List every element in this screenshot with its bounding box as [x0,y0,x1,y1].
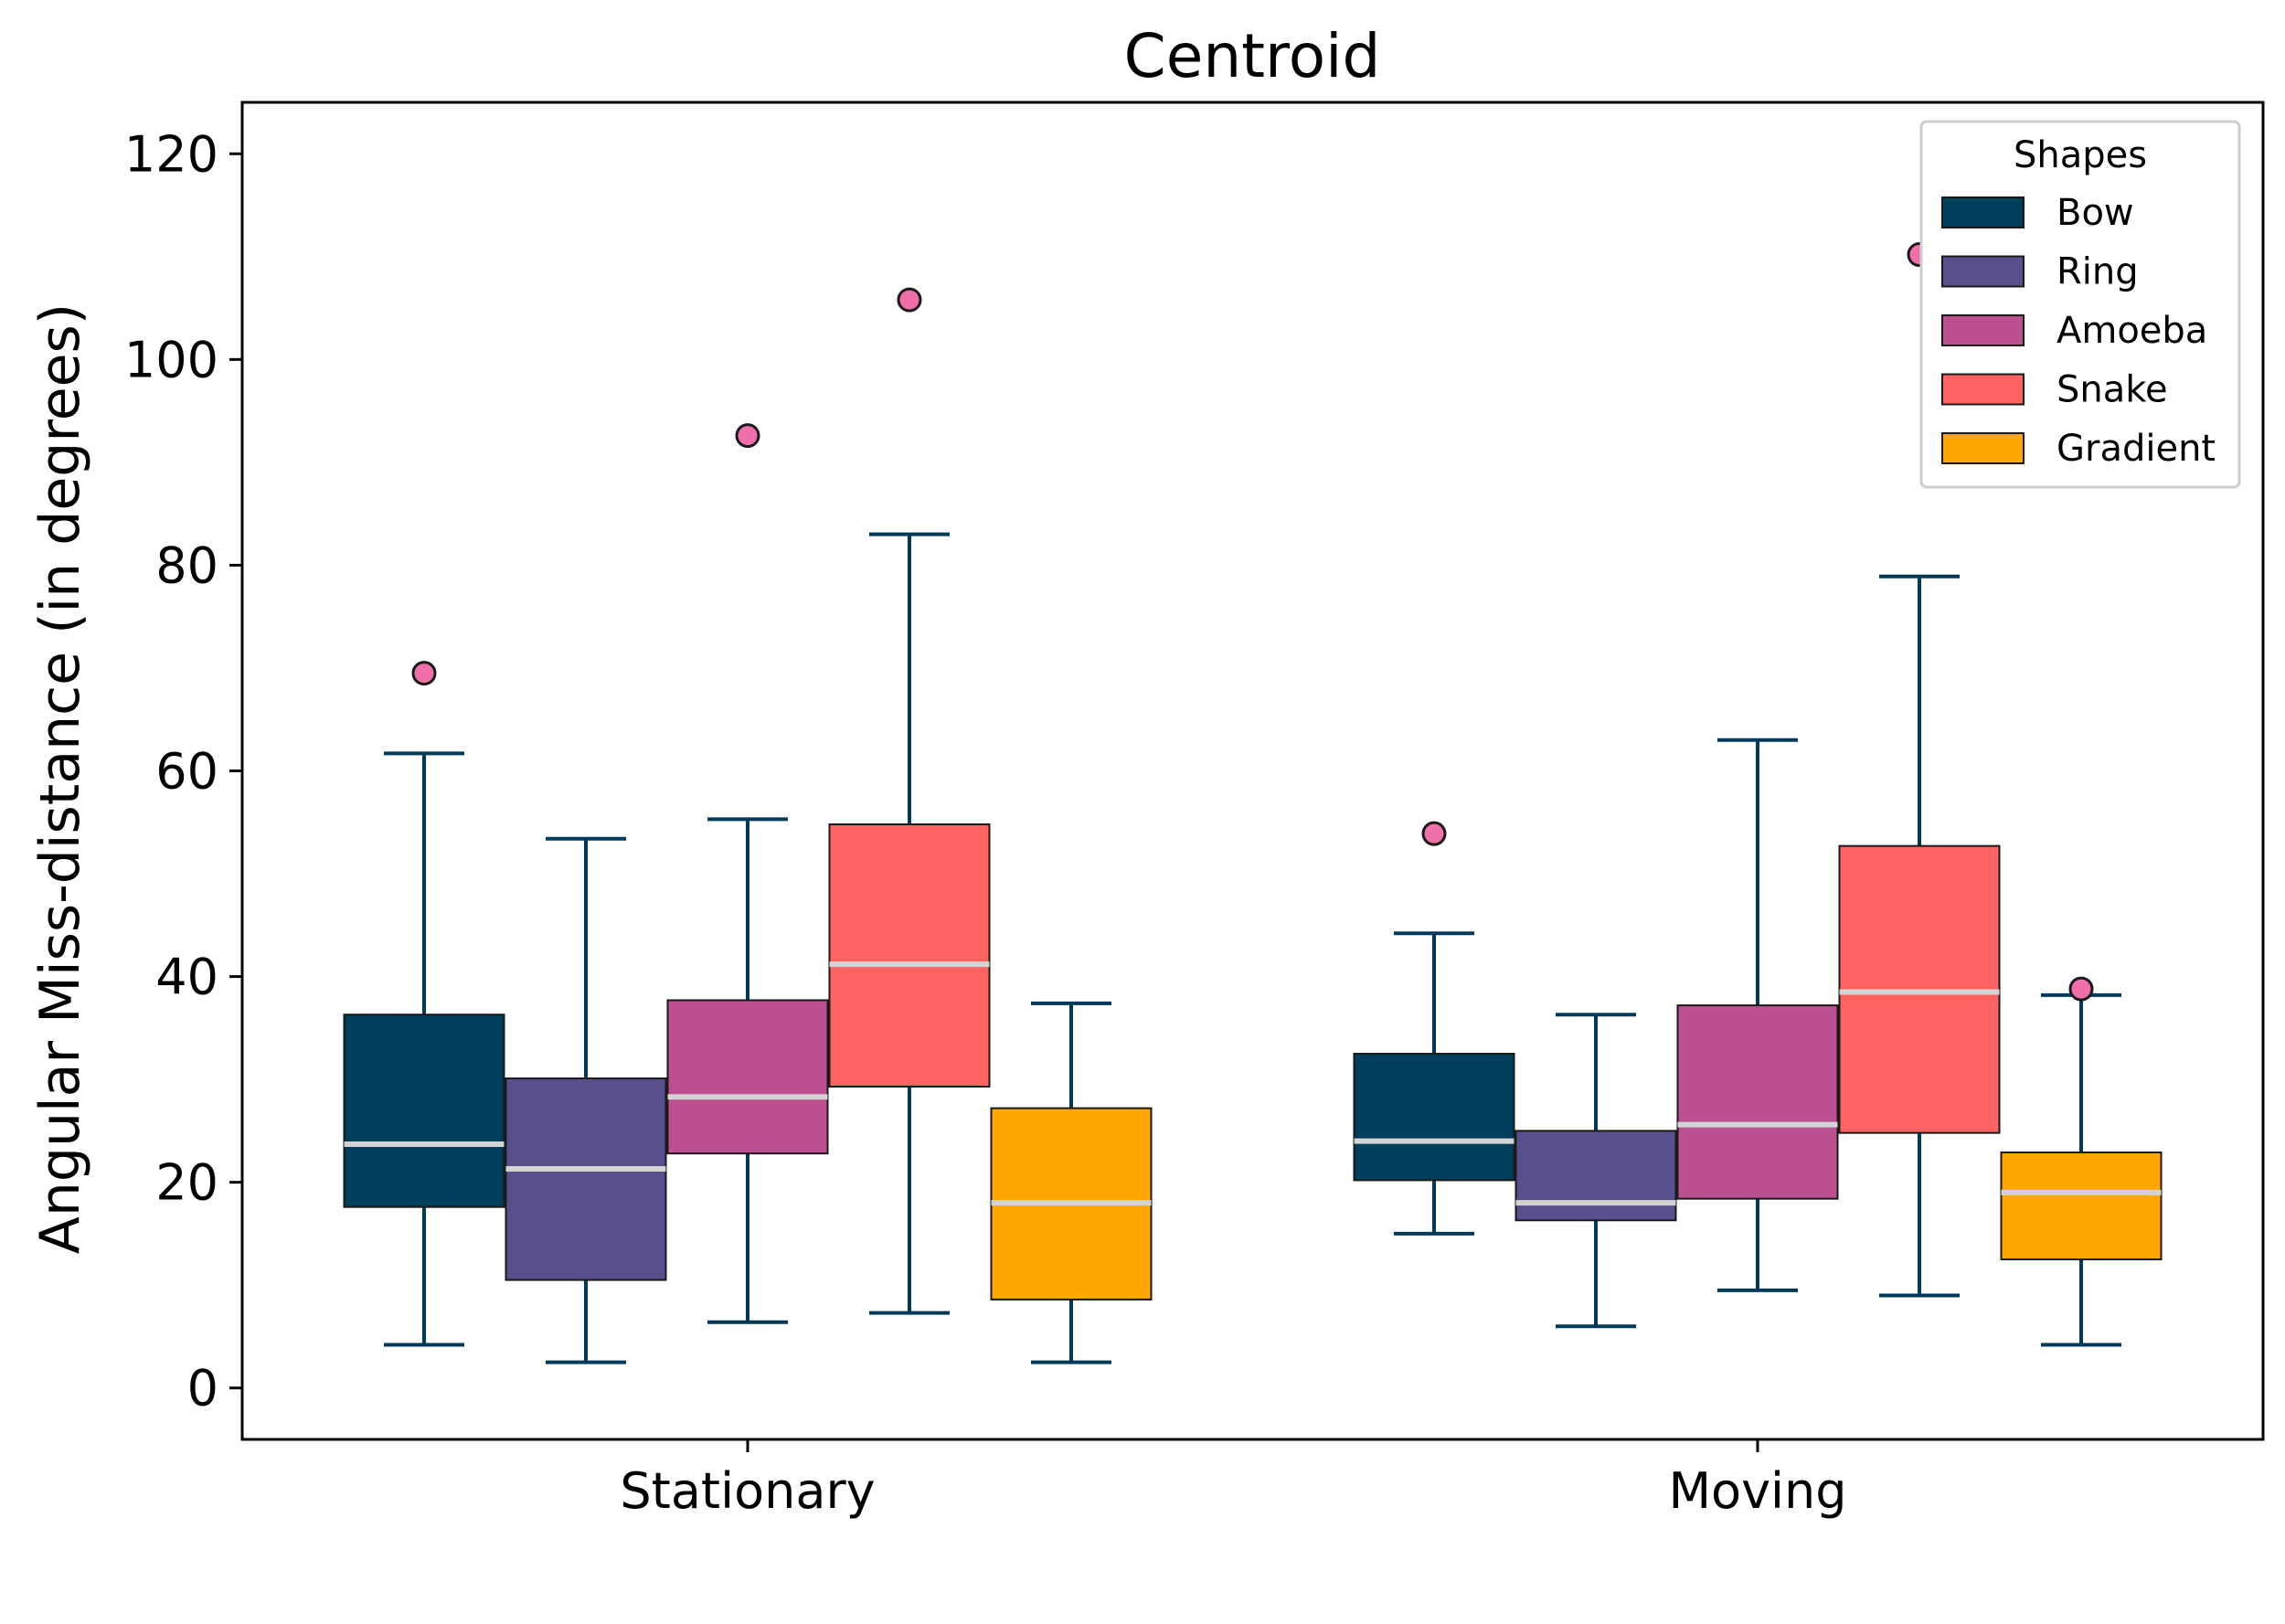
box-rect-ring-moving [1514,1130,1677,1222]
legend-swatch-snake [1941,373,2025,406]
legend-items: Bow Ring Amoeba Snake Gradient [1941,192,2216,470]
y-tick-label-40: 40 [155,949,218,1006]
box-amoeba-stationary [666,423,829,1324]
box-rect-bow-stationary [343,1014,505,1208]
legend-item-bow: Bow [1941,192,2134,234]
y-tick-label-100: 100 [124,331,218,388]
chart-title: Centroid [1124,21,1381,91]
box-bow-stationary [343,661,505,1347]
legend-swatch-amoeba [1941,314,2025,346]
legend-label-snake: Snake [2056,369,2168,411]
legend-label-gradient: Gradient [2056,428,2216,470]
legend-item-snake: Snake [1941,369,2168,411]
box-ring-stationary [505,836,667,1364]
legend-title: Shapes [2014,134,2147,176]
y-tick-label-80: 80 [155,536,218,594]
outlier-amoeba-stationary-0 [735,423,760,449]
outlier-bow-stationary-0 [411,661,437,686]
box-gradient-moving [2000,976,2163,1347]
box-rect-ring-stationary [505,1077,667,1281]
y-tick-label-20: 20 [155,1154,218,1212]
legend-swatch-bow [1941,196,2025,228]
box-gradient-stationary [990,1001,1153,1364]
outlier-snake-stationary-0 [897,287,922,313]
y-axis-label: Angular Miss-distance (in degrees) [28,303,92,1254]
box-bow-moving [1353,821,1515,1236]
legend-item-ring: Ring [1941,251,2139,293]
box-snake-moving [1838,242,2001,1298]
x-tick-label-stationary: Stationary [620,1462,875,1520]
box-amoeba-moving [1676,738,1839,1292]
legend-label-bow: Bow [2056,192,2134,234]
box-rect-amoeba-moving [1676,1004,1839,1200]
legend-label-ring: Ring [2056,251,2139,293]
box-rect-snake-stationary [828,823,991,1088]
box-rect-bow-moving [1353,1052,1515,1182]
plot-area: 0 20 40 60 80 100 120 Stationary Moving [124,101,2265,1520]
box-ring-moving [1514,1013,1677,1329]
y-tick-label-120: 120 [124,125,218,183]
legend-label-amoeba: Amoeba [2056,310,2207,352]
y-tick-label-60: 60 [155,743,218,801]
box-rect-amoeba-stationary [666,999,829,1155]
legend-swatch-ring [1941,255,2025,288]
outlier-gradient-moving-0 [2068,976,2094,1002]
box-rect-gradient-moving [2000,1152,2163,1261]
outlier-bow-moving-0 [1421,821,1447,846]
legend-swatch-gradient [1941,432,2025,464]
y-tick-label-0: 0 [187,1360,218,1417]
box-snake-stationary [828,287,991,1315]
x-tick-label-moving: Moving [1668,1462,1846,1520]
legend-item-gradient: Gradient [1941,428,2216,470]
legend: Shapes Bow Ring Amoeba Snake Gradient [1919,120,2241,489]
legend-item-amoeba: Amoeba [1941,310,2207,352]
